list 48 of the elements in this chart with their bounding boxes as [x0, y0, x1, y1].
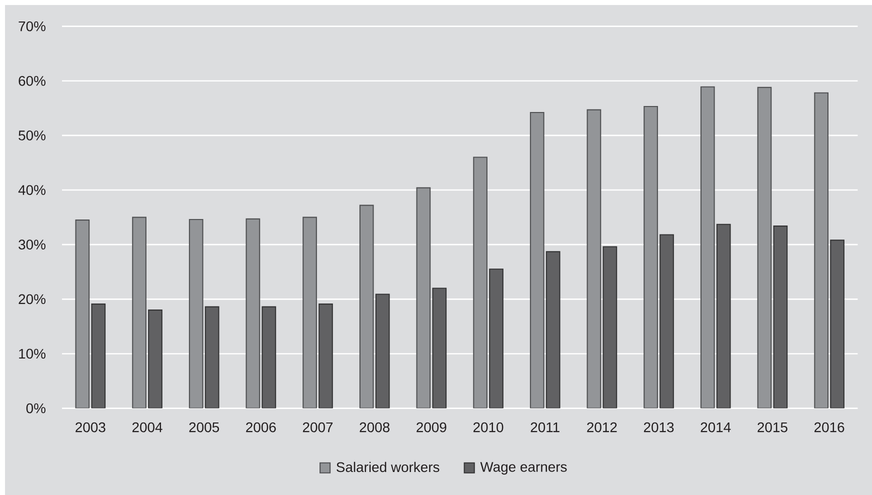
bar	[246, 218, 260, 408]
x-tick-label: 2008	[360, 422, 390, 432]
x-tick-label: 2011	[530, 422, 560, 432]
bar	[660, 234, 674, 408]
bar	[302, 216, 317, 408]
bar	[814, 92, 828, 408]
legend-label: Salaried workers	[336, 462, 440, 472]
y-tick-label: 40%	[18, 185, 46, 195]
x-tick-label: 2006	[246, 422, 276, 432]
bar	[416, 187, 431, 408]
bar	[830, 240, 844, 408]
y-tick-label: 20%	[18, 294, 46, 304]
x-tick-label: 2015	[758, 422, 788, 432]
bar	[359, 204, 374, 408]
bar	[132, 216, 146, 408]
bar	[318, 304, 333, 408]
bar	[602, 246, 618, 408]
x-tick-label: 2013	[644, 422, 674, 432]
bar	[716, 224, 731, 408]
y-tick-label: 70%	[18, 21, 46, 32]
bar	[75, 219, 90, 408]
bar	[700, 86, 715, 408]
bar	[644, 106, 658, 408]
y-tick-label: 10%	[19, 348, 46, 359]
bar	[773, 225, 788, 408]
x-tick-label: 2014	[700, 422, 731, 432]
x-tick-label: 2007	[302, 422, 333, 432]
x-tick-label: 2012	[587, 422, 617, 432]
x-tick-label: 2004	[132, 422, 162, 432]
y-tick-label: 0%	[26, 403, 46, 414]
bar	[757, 86, 772, 408]
bar	[188, 218, 204, 408]
y-tick-label: 60%	[18, 76, 46, 86]
legend-label: Wage earners	[480, 462, 567, 475]
bar	[91, 304, 106, 408]
x-tick-label: 2003	[76, 422, 106, 432]
bar	[489, 268, 504, 408]
y-tick-label: 50%	[18, 130, 46, 140]
bar	[530, 112, 544, 408]
x-tick-label: 2009	[416, 422, 446, 432]
bar	[586, 109, 602, 408]
bar	[473, 156, 488, 408]
y-tick-label: 30%	[18, 240, 46, 250]
bar	[148, 310, 162, 408]
bar	[546, 251, 560, 408]
x-tick-label: 2005	[189, 422, 220, 432]
x-tick-label: 2010	[473, 422, 504, 432]
x-tick-label: 2016	[814, 422, 844, 432]
